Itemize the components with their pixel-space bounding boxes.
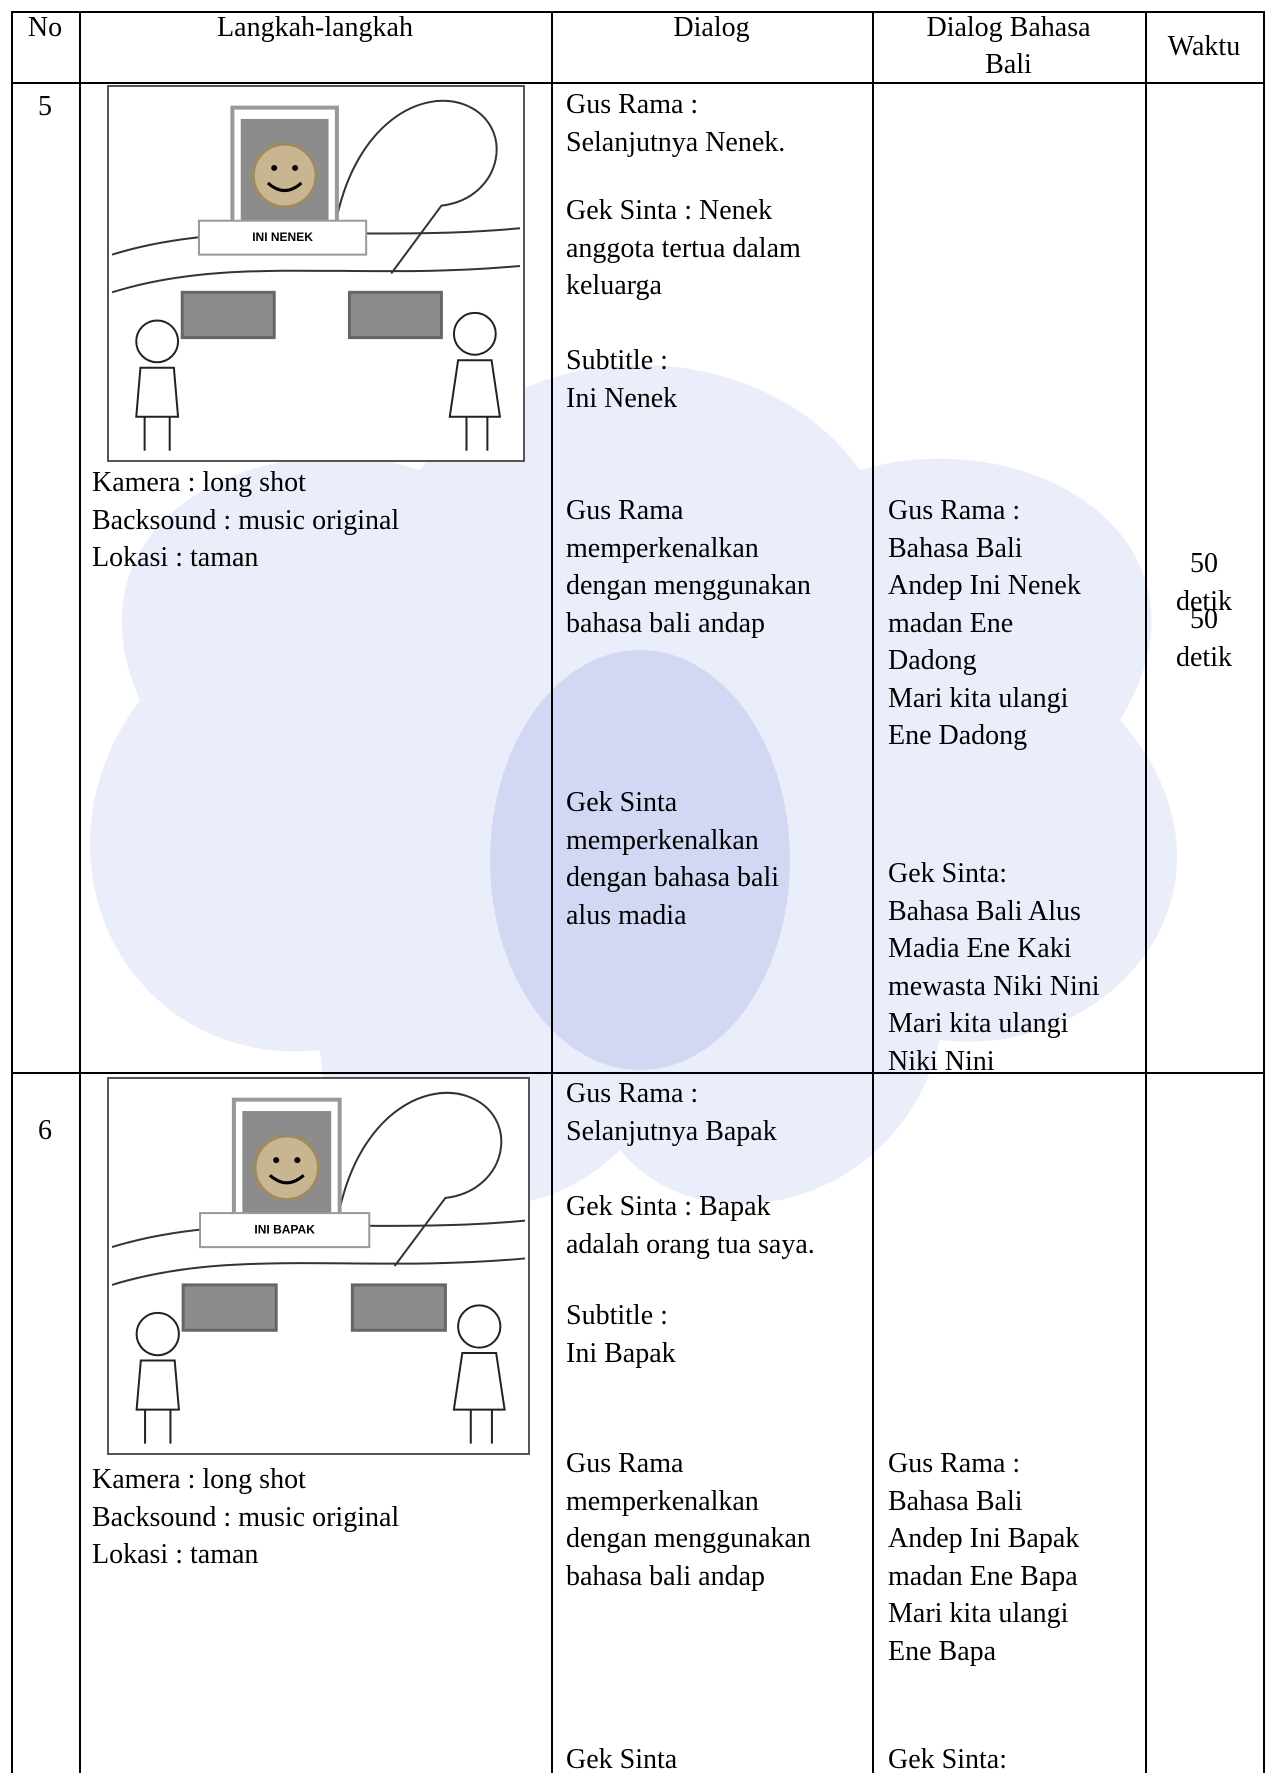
bali-dialog-line: Ene Dadong xyxy=(888,720,1028,752)
step-line: Lokasi : taman xyxy=(92,542,259,574)
dialog-line: Subtitle : xyxy=(566,345,668,377)
dialog-line: Gek Sinta : Bapak xyxy=(566,1191,771,1223)
bali-dialog-line: Andep Ini Nenek xyxy=(888,570,1081,602)
dialog-line: dengan menggunakan xyxy=(566,570,811,602)
bali-dialog-line: Gus Rama : xyxy=(888,1448,1021,1480)
dialog-line: anggota tertua dalam xyxy=(566,232,801,264)
step-line: Lokasi : taman xyxy=(92,1539,259,1571)
dialog-line: Ini Nenek xyxy=(566,382,678,414)
bali-dialog-line: Andep Ini Bapak xyxy=(888,1523,1080,1555)
bali-dialog-line: Mari kita ulangi xyxy=(888,1008,1069,1040)
bali-dialog-line: Ene Bapa xyxy=(888,1635,997,1667)
header-cell: Dialog Bahasa xyxy=(926,12,1091,44)
header-cell: Bali xyxy=(985,49,1032,81)
step-line: Backsound : music original xyxy=(92,504,400,536)
bali-dialog-line: Gus Rama : xyxy=(888,495,1021,527)
duration: detik xyxy=(1176,585,1232,617)
table-border xyxy=(1263,11,1265,1773)
dialog-line: memperkenalkan xyxy=(566,824,759,856)
scene-illustration: INI BAPAK xyxy=(107,1077,530,1455)
header-cell: Dialog xyxy=(673,12,750,44)
dialog-line: Selanjutnya Bapak xyxy=(566,1115,777,1147)
header-cell: Waktu xyxy=(1167,31,1241,63)
step-line: Kamera : long shot xyxy=(92,467,306,499)
duration: 50 xyxy=(1190,604,1218,636)
header-cell: Langkah-langkah xyxy=(217,12,413,44)
bali-dialog-line: Dadong xyxy=(888,645,977,677)
table-border xyxy=(872,11,874,1773)
dialog-line: bahasa bali andap xyxy=(566,607,766,639)
duration: 50 xyxy=(1190,548,1218,580)
table-border xyxy=(79,11,81,1773)
dialog-line: Gek Sinta : Nenek xyxy=(566,195,773,227)
table-border xyxy=(1145,11,1147,1773)
row-number: 5 xyxy=(38,91,52,123)
scene-label: INI BAPAK xyxy=(254,1222,315,1236)
bali-dialog-line: Gek Sinta: xyxy=(888,1744,1007,1773)
dialog-line: Ini Bapak xyxy=(566,1337,676,1369)
table-border xyxy=(11,11,1265,13)
table-border xyxy=(11,11,13,1773)
table-border xyxy=(551,11,553,1773)
dialog-line: dengan menggunakan xyxy=(566,1523,811,1555)
table-border xyxy=(11,1072,1265,1074)
bali-dialog-line: madan Ene xyxy=(888,607,1014,639)
scene-label: INI NENEK xyxy=(252,230,313,244)
bali-dialog-line: mewasta Niki Nini xyxy=(888,970,1100,1002)
dialog-line: bahasa bali andap xyxy=(566,1560,766,1592)
dialog-line: Subtitle : xyxy=(566,1300,668,1332)
table-border xyxy=(11,82,1265,84)
bali-dialog-line: Niki Nini xyxy=(888,1045,995,1077)
dialog-line: dengan bahasa bali xyxy=(566,862,780,894)
dialog-line: Gus Rama : xyxy=(566,89,699,121)
header-cell: No xyxy=(27,12,63,44)
dialog-line: alus madia xyxy=(566,899,687,931)
dialog-line: Gus Rama xyxy=(566,1448,684,1480)
bali-dialog-line: Bahasa Bali xyxy=(888,532,1023,564)
dialog-line: keluarga xyxy=(566,270,662,302)
bali-dialog-line: Gek Sinta: xyxy=(888,858,1007,890)
dialog-line: Gus Rama : xyxy=(566,1078,699,1110)
row-number: 6 xyxy=(38,1115,52,1147)
dialog-line: Gek Sinta xyxy=(566,787,678,819)
bali-dialog-line: Mari kita ulangi xyxy=(888,682,1069,714)
step-line: Backsound : music original xyxy=(92,1501,400,1533)
step-line: Kamera : long shot xyxy=(92,1464,306,1496)
dialog-line: memperkenalkan xyxy=(566,532,759,564)
scene-illustration: INI NENEK xyxy=(107,85,525,462)
dialog-line: Gus Rama xyxy=(566,495,684,527)
bali-dialog-line: madan Ene Bapa xyxy=(888,1560,1078,1592)
dialog-line: Gek Sinta xyxy=(566,1744,678,1773)
dialog-line: adalah orang tua saya. xyxy=(566,1228,815,1260)
bali-dialog-line: Madia Ene Kaki xyxy=(888,933,1072,965)
bali-dialog-line: Bahasa Bali Alus xyxy=(888,895,1081,927)
duration: detik xyxy=(1176,641,1232,673)
bali-dialog-line: Bahasa Bali xyxy=(888,1485,1023,1517)
bali-dialog-line: Mari kita ulangi xyxy=(888,1598,1069,1630)
dialog-line: memperkenalkan xyxy=(566,1485,759,1517)
dialog-line: Selanjutnya Nenek. xyxy=(566,126,786,158)
